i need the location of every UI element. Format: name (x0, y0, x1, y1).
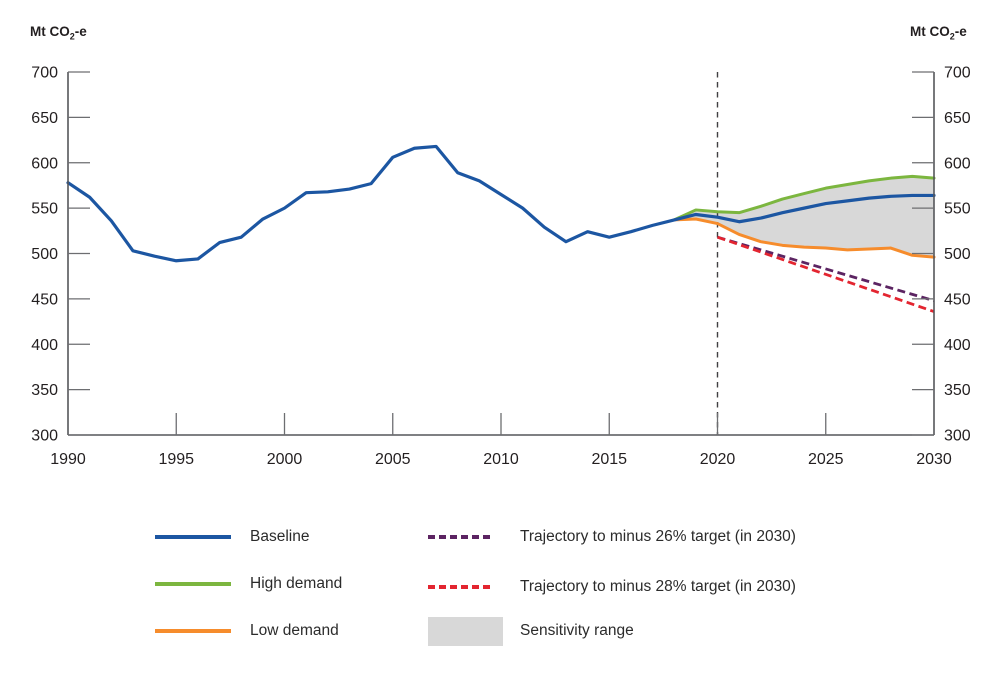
legend-label: High demand (250, 575, 343, 592)
x-tick-label: 2010 (483, 451, 519, 468)
y-tick-label-right: 550 (944, 201, 971, 218)
legend-item-baseline: Baseline (155, 527, 309, 547)
x-tick-label: 2020 (700, 451, 736, 468)
trajectory-28-line (717, 235, 935, 313)
legend-item-trajectory-28: Trajectory to minus 28% target (in 2030) (428, 577, 796, 597)
y-tick-label-right: 500 (944, 246, 971, 263)
low-demand-swatch (155, 629, 231, 633)
legend-item-sensitivity-range: Sensitivity range (428, 616, 634, 646)
x-tick-label: 2005 (375, 451, 411, 468)
legend-item-low-demand: Low demand (155, 621, 339, 641)
low-demand-line (672, 217, 936, 259)
x-tick-label: 2015 (591, 451, 627, 468)
y-tick-label-left: 300 (31, 428, 58, 445)
y-tick-label-left: 700 (31, 65, 58, 82)
high-demand-swatch (155, 582, 231, 586)
legend-item-trajectory-26: Trajectory to minus 26% target (in 2030) (428, 527, 796, 547)
legend-label: Trajectory to minus 26% target (in 2030) (520, 528, 796, 545)
x-tick-label: 1995 (158, 451, 194, 468)
y-tick-label-right: 450 (944, 291, 971, 308)
y-tick-label-left: 450 (31, 291, 58, 308)
y-axis-unit-right: Mt CO2-e (910, 24, 967, 42)
y-tick-label-left: 400 (31, 337, 58, 354)
y-tick-label-right: 650 (944, 110, 971, 127)
y-tick-label-left: 650 (31, 110, 58, 127)
high-demand-line (672, 174, 936, 222)
y-tick-label-right: 700 (944, 65, 971, 82)
y-tick-label-right: 350 (944, 382, 971, 399)
legend-label: Low demand (250, 622, 339, 639)
baseline-swatch (155, 535, 231, 539)
y-tick-label-left: 350 (31, 382, 58, 399)
baseline-line (66, 144, 936, 263)
y-tick-label-left: 550 (31, 201, 58, 218)
trajectory-26-swatch (428, 535, 492, 539)
legend-label: Sensitivity range (520, 622, 634, 639)
legend-label: Trajectory to minus 28% target (in 2030) (520, 578, 796, 595)
x-tick-label: 2030 (916, 451, 952, 468)
sensitivity-range-swatch (428, 616, 503, 646)
y-tick-label-right: 600 (944, 155, 971, 172)
legend-item-high-demand: High demand (155, 574, 342, 594)
y-tick-label-right: 300 (944, 428, 971, 445)
y-tick-label-left: 600 (31, 155, 58, 172)
y-tick-label-left: 500 (31, 246, 58, 263)
trajectory-28-swatch (428, 585, 492, 589)
x-tick-label: 2025 (808, 451, 844, 468)
x-tick-label: 1990 (50, 451, 86, 468)
y-axis-unit-left: Mt CO2-e (30, 24, 87, 42)
trajectory-26-line (717, 235, 935, 303)
legend-label: Baseline (250, 528, 310, 545)
x-tick-label: 2000 (267, 451, 303, 468)
emissions-chart: 300 300 350 350 400 400 450 450 500 500 550 550 600 6… (31, 65, 971, 469)
y-tick-label-right: 400 (944, 337, 971, 354)
